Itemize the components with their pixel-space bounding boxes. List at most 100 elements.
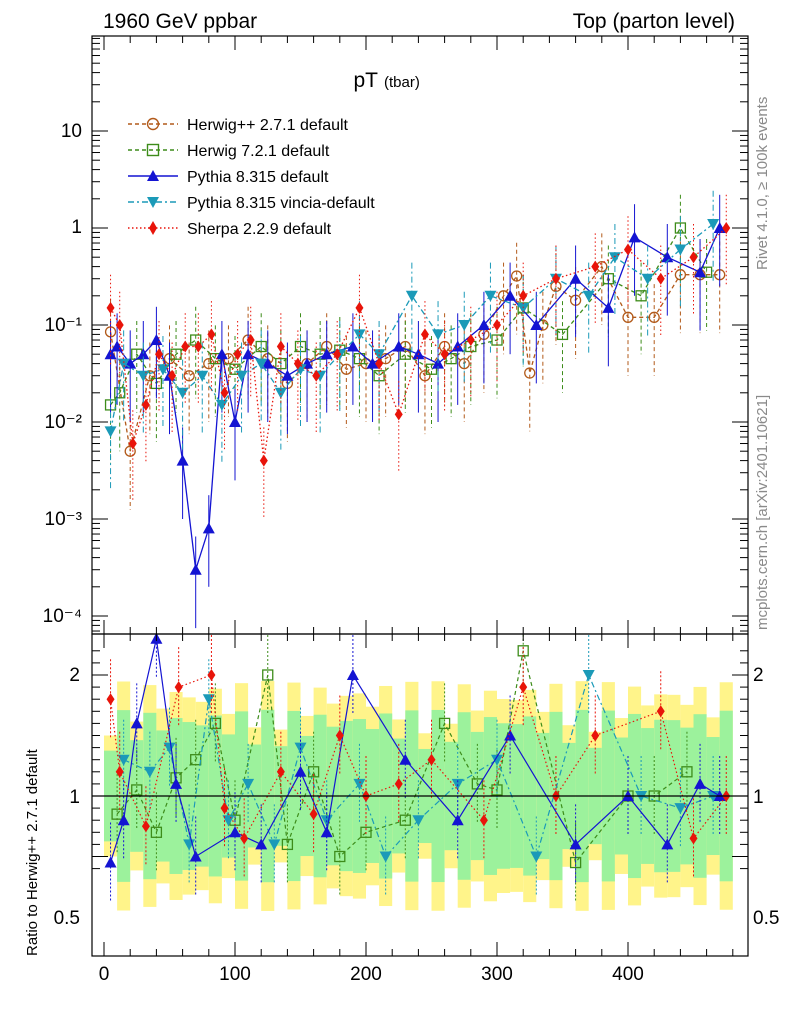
data-point [674,803,687,815]
data-point [183,370,195,382]
data-point [438,717,451,730]
data-point [608,252,621,264]
data-point [111,808,123,820]
data-point [220,386,229,399]
data-point [202,522,215,534]
y-tick-label: 10⁻⁴ [43,606,82,627]
data-point [143,766,156,778]
data-point [602,301,615,313]
data-point [189,563,202,575]
data-point [591,260,600,273]
data-point [458,320,471,331]
data-point [309,808,318,821]
data-point [229,416,241,427]
data-point [399,814,411,826]
y-tick-label: 1 [71,217,82,238]
data-point [722,222,731,234]
data-point [320,826,333,838]
data-point [242,778,255,790]
legend-entry-vincia: Pythia 8.315 vincia-default [128,195,375,212]
ratio-plot-data [104,634,731,903]
chart-title: pT [353,69,378,92]
data-point [240,832,249,845]
data-point [399,753,412,765]
series-sherpa-2-2-9-default [106,194,731,519]
data-point [713,222,726,233]
data-point [150,826,163,838]
data-point [674,244,687,256]
data-point [556,328,569,341]
data-point [519,681,528,694]
data-point [517,302,530,314]
data-point [530,319,543,330]
data-point [117,358,130,370]
data-point [117,754,130,766]
data-point [242,348,255,360]
data-point [694,266,707,278]
y-tick-label: 10⁻¹ [45,315,83,336]
data-point [379,851,392,863]
data-point [641,273,654,285]
data-point [681,766,693,778]
data-point [235,370,248,382]
legend-marker [146,143,160,157]
rivet-label: Rivet 4.1.0, ≥ 100k events [754,97,771,270]
header-right: Top (parton level) [573,10,735,33]
data-point [117,814,130,826]
data-point [137,348,150,360]
data-point [156,364,169,376]
data-point [582,290,595,302]
data-point [425,363,438,375]
main-plot-data [104,190,731,629]
data-point [551,272,560,285]
data-point [519,289,528,302]
data-point [656,272,665,285]
y-tick-label: 10⁻³ [45,509,83,530]
data-point [114,387,126,399]
data-point [491,754,503,766]
data-point [622,311,634,323]
header-left: 1960 GeV ppbar [103,10,257,33]
data-point [255,358,268,370]
series-line [109,223,714,432]
data-point [582,670,595,681]
data-point [524,367,536,379]
data-point [530,851,543,863]
x-tick-label: 300 [481,964,513,985]
data-point [293,357,302,370]
data-point [353,778,366,790]
data-point [189,850,202,862]
data-point [207,669,216,681]
x-tick-label: 200 [350,964,382,985]
data-point [268,839,281,851]
data-point [689,832,698,845]
data-point [335,729,344,742]
data-point [624,243,632,256]
data-point [312,369,321,382]
data-point [694,777,707,789]
data-point [661,251,674,263]
data-point [294,765,307,777]
data-point [479,814,488,827]
data-point [427,753,436,766]
axes [92,36,748,956]
data-point [281,369,294,381]
series-line [109,265,720,452]
data-point [176,387,189,399]
legend-label: Herwig++ 2.7.1 default [187,117,349,134]
data-point [707,218,720,230]
data-point [635,290,647,302]
data-point [215,348,228,360]
data-point [504,289,517,301]
data-point [648,311,660,323]
data-point [451,340,464,352]
data-point [174,681,183,694]
data-point [493,319,501,331]
data-point [181,340,190,353]
data-point [334,850,346,863]
data-point [412,815,425,827]
legend-entry-herwig-pp: Herwig++ 2.7.1 default [128,117,349,134]
data-point [440,348,449,361]
data-point [432,329,445,341]
data-point [150,334,163,346]
